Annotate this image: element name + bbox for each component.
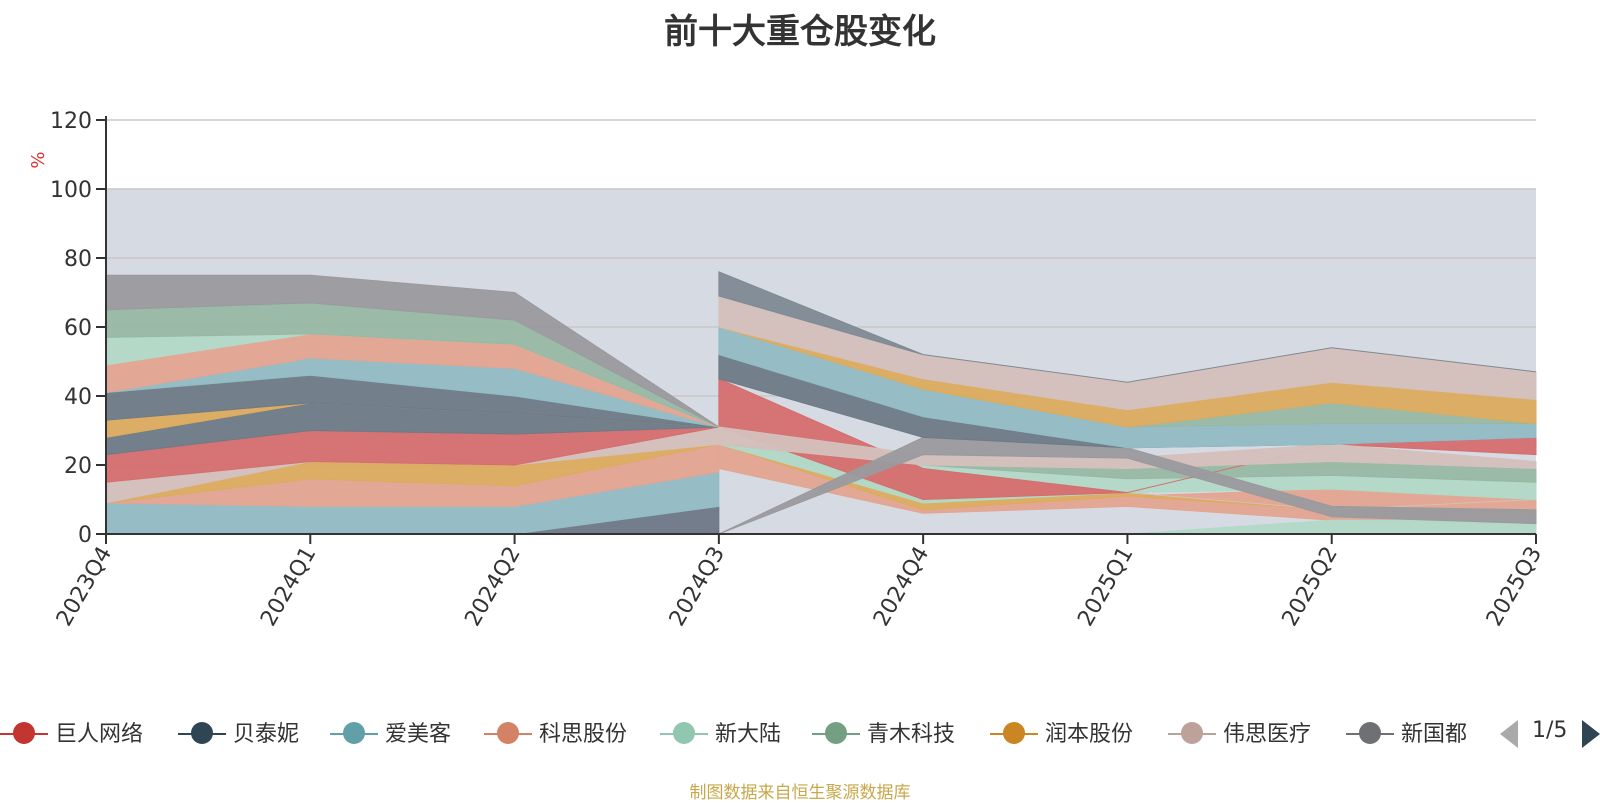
legend-label: 青木科技 xyxy=(867,722,956,747)
legend-page-indicator: 1/5 xyxy=(1532,718,1568,743)
legend-dot-icon xyxy=(1359,722,1381,744)
legend-next-page-icon[interactable] xyxy=(1582,720,1600,748)
legend-dot-icon xyxy=(825,722,847,744)
y-tick-label: 120 xyxy=(50,109,92,134)
legend-label: 爱美客 xyxy=(385,722,452,747)
x-tick-label: 2025Q3 xyxy=(1482,543,1547,631)
x-tick-label: 2023Q4 xyxy=(52,543,117,631)
legend-dot-icon xyxy=(13,722,35,744)
x-tick-label: 2025Q2 xyxy=(1278,543,1343,631)
legend-dot-icon xyxy=(343,722,365,744)
legend-label: 贝泰妮 xyxy=(233,722,300,747)
legend-label: 新国都 xyxy=(1401,722,1468,747)
legend-dot-icon xyxy=(1181,722,1203,744)
area-layer xyxy=(105,274,720,428)
legend-dot-icon xyxy=(1003,722,1025,744)
y-tick-label: 80 xyxy=(64,247,92,272)
y-tick-label: 100 xyxy=(50,178,92,203)
legend-dot-icon xyxy=(673,722,695,744)
y-tick-label: 60 xyxy=(64,316,92,341)
chart-title: 前十大重仓股变化 xyxy=(664,12,936,52)
area-layer xyxy=(718,271,1537,383)
x-tick-label: 2025Q1 xyxy=(1073,543,1138,631)
x-tick-label: 2024Q2 xyxy=(460,543,525,631)
y-tick-label: 40 xyxy=(64,385,92,410)
y-axis-unit-label: % xyxy=(28,151,49,168)
x-tick-label: 2024Q1 xyxy=(256,543,321,631)
legend-label: 新大陆 xyxy=(715,722,782,747)
x-tick-label: 2024Q3 xyxy=(665,543,730,631)
legend-label: 巨人网络 xyxy=(55,722,144,747)
x-tick-label: 2024Q4 xyxy=(869,543,934,631)
legend-prev-page-icon[interactable] xyxy=(1500,720,1518,748)
legend-label: 伟思医疗 xyxy=(1223,722,1312,747)
legend-label: 润本股份 xyxy=(1045,722,1134,747)
legend-label: 科思股份 xyxy=(539,722,628,747)
y-tick-label: 0 xyxy=(78,523,92,548)
y-tick-label: 20 xyxy=(64,454,92,479)
legend-dot-icon xyxy=(191,722,213,744)
source-note: 制图数据来自恒生聚源数据库 xyxy=(689,783,911,803)
legend-dot-icon xyxy=(497,722,519,744)
